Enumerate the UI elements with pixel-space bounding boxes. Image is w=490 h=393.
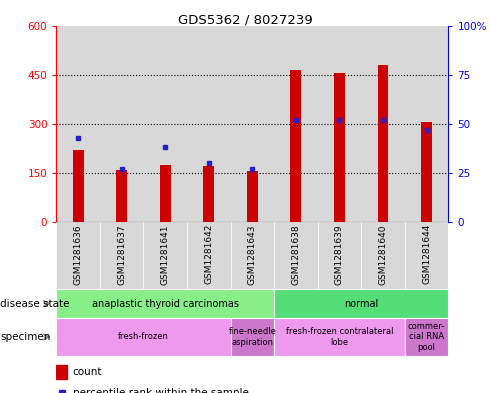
Text: count: count <box>73 367 102 377</box>
Text: GSM1281644: GSM1281644 <box>422 224 431 285</box>
Bar <box>56 365 67 379</box>
Text: GSM1281636: GSM1281636 <box>74 224 83 285</box>
Text: GSM1281638: GSM1281638 <box>292 224 300 285</box>
Text: GSM1281637: GSM1281637 <box>117 224 126 285</box>
Bar <box>56 289 274 318</box>
Text: GSM1281639: GSM1281639 <box>335 224 344 285</box>
Bar <box>421 122 432 222</box>
Text: normal: normal <box>344 299 378 309</box>
Bar <box>405 318 448 356</box>
Bar <box>203 166 214 222</box>
Bar <box>334 73 345 222</box>
Bar <box>231 318 274 356</box>
Text: GSM1281643: GSM1281643 <box>248 224 257 285</box>
Bar <box>274 222 318 289</box>
Text: GDS5362 / 8027239: GDS5362 / 8027239 <box>177 14 313 27</box>
Bar <box>361 222 405 289</box>
Bar <box>291 70 301 222</box>
Text: GSM1281641: GSM1281641 <box>161 224 170 285</box>
Text: disease state: disease state <box>0 299 70 309</box>
Text: specimen: specimen <box>0 332 50 342</box>
Text: GSM1281640: GSM1281640 <box>378 224 388 285</box>
Bar <box>100 222 144 289</box>
Bar <box>231 222 274 289</box>
Bar <box>144 222 187 289</box>
Bar <box>378 65 389 222</box>
Text: commer-
cial RNA
pool: commer- cial RNA pool <box>408 322 445 352</box>
Text: fine-needle
aspiration: fine-needle aspiration <box>228 327 276 347</box>
Bar <box>274 289 448 318</box>
Bar <box>405 222 448 289</box>
Bar <box>56 318 231 356</box>
Text: fresh-frozen: fresh-frozen <box>118 332 169 342</box>
Bar <box>274 318 405 356</box>
Bar <box>160 165 171 222</box>
Bar <box>318 222 361 289</box>
Bar <box>247 171 258 222</box>
Bar <box>187 222 231 289</box>
Bar <box>56 222 100 289</box>
Text: percentile rank within the sample: percentile rank within the sample <box>73 388 249 393</box>
Bar <box>116 170 127 222</box>
Text: anaplastic thyroid carcinomas: anaplastic thyroid carcinomas <box>92 299 239 309</box>
Text: fresh-frozen contralateral
lobe: fresh-frozen contralateral lobe <box>286 327 393 347</box>
Text: GSM1281642: GSM1281642 <box>204 224 213 285</box>
Bar <box>73 150 84 222</box>
